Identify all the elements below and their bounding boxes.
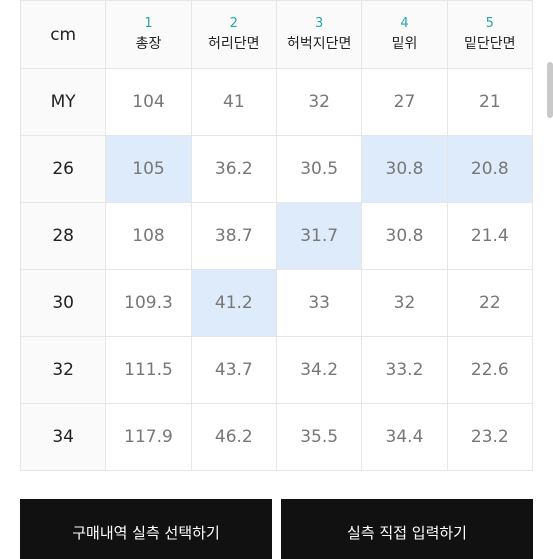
table-cell: 108	[105, 202, 192, 270]
table-cell: 22.6	[446, 336, 534, 404]
row-label: 28	[19, 202, 107, 270]
scrollbar-thumb[interactable]	[547, 62, 553, 118]
table-cell: 38.7	[190, 202, 277, 270]
table-cell: 117.9	[105, 403, 192, 471]
column-number: 5	[485, 15, 494, 31]
direct-input-measurement-button[interactable]: 실측 직접 입력하기	[281, 499, 533, 559]
column-name: 허벅지단면	[286, 35, 352, 52]
column-name: 밑위	[391, 35, 418, 52]
table-cell-highlighted: 20.8	[446, 135, 534, 203]
column-header-hem: 5 밑단단면	[446, 0, 534, 69]
table-cell: 34.2	[275, 336, 363, 404]
column-header-thigh: 3 허벅지단면	[275, 0, 363, 69]
row-label: 26	[19, 135, 107, 203]
table-cell-highlighted: 105	[105, 135, 192, 203]
table-row-34: 34 117.9 46.2 35.5 34.4 23.2	[19, 403, 534, 471]
table-cell: 34.4	[361, 403, 448, 471]
table-cell: 35.5	[275, 403, 363, 471]
column-name: 허리단면	[208, 35, 260, 52]
table-cell-highlighted: 41.2	[190, 269, 277, 337]
row-label: 30	[19, 269, 107, 337]
select-purchase-measurement-button[interactable]: 구매내역 실측 선택하기	[20, 499, 272, 559]
column-number: 4	[400, 15, 409, 31]
column-name: 총장	[135, 35, 162, 52]
column-header-rise: 4 밑위	[361, 0, 448, 69]
table-cell: 23.2	[446, 403, 534, 471]
size-table: cm 1 총장 2 허리단면 3 허벅지단면 4 밑위 5 밑단단면 MY 10…	[19, 0, 534, 471]
table-cell: 30.8	[361, 202, 448, 270]
table-header-row: cm 1 총장 2 허리단면 3 허벅지단면 4 밑위 5 밑단단면	[19, 0, 534, 69]
table-row-32: 32 111.5 43.7 34.2 33.2 22.6	[19, 336, 534, 404]
column-number: 1	[144, 15, 153, 31]
row-label: MY	[19, 68, 107, 136]
column-name: 밑단단면	[464, 35, 516, 52]
table-cell: 32	[275, 68, 363, 136]
table-cell: 22	[446, 269, 534, 337]
table-cell-highlighted: 30.8	[361, 135, 448, 203]
column-header-waist: 2 허리단면	[190, 0, 277, 69]
unit-label: cm	[19, 0, 107, 69]
table-cell: 32	[361, 269, 448, 337]
table-cell: 33	[275, 269, 363, 337]
column-number: 2	[229, 15, 238, 31]
table-row-26: 26 105 36.2 30.5 30.8 20.8	[19, 135, 534, 203]
table-cell: 21.4	[446, 202, 534, 270]
table-cell: 41	[190, 68, 277, 136]
row-label: 32	[19, 336, 107, 404]
row-label: 34	[19, 403, 107, 471]
table-cell: 109.3	[105, 269, 192, 337]
table-cell: 104	[105, 68, 192, 136]
table-row-30: 30 109.3 41.2 33 32 22	[19, 269, 534, 337]
table-cell: 43.7	[190, 336, 277, 404]
table-row-28: 28 108 38.7 31.7 30.8 21.4	[19, 202, 534, 270]
table-cell-highlighted: 31.7	[275, 202, 363, 270]
table-cell: 27	[361, 68, 448, 136]
table-cell: 111.5	[105, 336, 192, 404]
table-cell: 33.2	[361, 336, 448, 404]
table-row-my: MY 104 41 32 27 21	[19, 68, 534, 136]
column-number: 3	[315, 15, 324, 31]
table-cell: 46.2	[190, 403, 277, 471]
table-cell: 21	[446, 68, 534, 136]
column-header-length: 1 총장	[105, 0, 192, 69]
table-cell: 30.5	[275, 135, 363, 203]
table-cell: 36.2	[190, 135, 277, 203]
